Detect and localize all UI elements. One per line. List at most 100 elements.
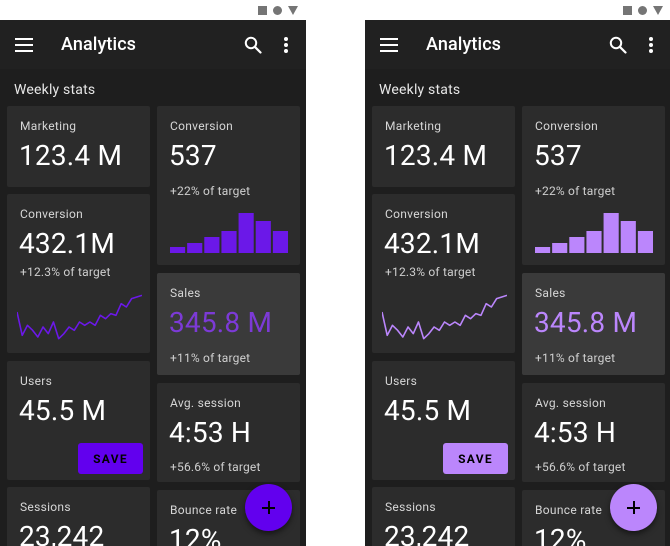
chart-bar	[603, 213, 619, 253]
plus-icon	[262, 501, 275, 514]
card-subtitle: +56.6% of target	[535, 460, 626, 474]
card-value: 123.4 M	[384, 139, 488, 172]
recents-icon	[258, 5, 267, 15]
back-icon	[288, 5, 298, 15]
card-subtitle: +22% of target	[535, 184, 616, 198]
card-value: 45.5 M	[19, 394, 107, 427]
menu-icon[interactable]	[15, 38, 33, 52]
section-title: Weekly stats	[379, 82, 461, 98]
status-bar	[365, 0, 670, 20]
sparkline-chart	[382, 294, 507, 340]
card-value: 123.4 M	[19, 139, 123, 172]
home-icon	[638, 5, 647, 15]
card-subtitle: +12.3% of target	[385, 265, 476, 279]
card-label: Marketing	[20, 119, 77, 133]
search-icon[interactable]	[244, 36, 262, 54]
card-label: Marketing	[385, 119, 442, 133]
card-users[interactable]: Users 45.5 M SAVE	[7, 361, 150, 480]
chart-bar	[170, 247, 186, 253]
card-marketing[interactable]: Marketing 123.4 M	[7, 106, 150, 187]
add-fab-button[interactable]	[610, 484, 657, 531]
card-label: Users	[385, 374, 418, 388]
chart-bar	[187, 243, 203, 253]
chart-bar	[620, 221, 636, 253]
card-value: 12%	[534, 523, 587, 546]
phone-screen-left: Analytics Weekly stats Marketing 123.4 M…	[0, 0, 306, 546]
card-label: Avg. session	[170, 396, 242, 410]
menu-icon[interactable]	[380, 38, 398, 52]
chart-bar	[238, 213, 254, 253]
card-label: Sales	[535, 286, 566, 300]
more-vert-icon[interactable]	[649, 37, 653, 53]
sparkline-chart	[17, 294, 142, 340]
card-conversion-line[interactable]: Conversion 432.1M +12.3% of target	[7, 194, 150, 353]
chart-line-series	[17, 294, 142, 340]
card-value: 23,242	[384, 520, 470, 546]
chart-bar	[221, 231, 237, 253]
card-conversion-bars[interactable]: Conversion 537 +22% of target	[522, 106, 665, 265]
card-label: Conversion	[535, 119, 599, 133]
card-conversion-line[interactable]: Conversion 432.1M +12.3% of target	[372, 194, 515, 353]
card-users[interactable]: Users 45.5 M SAVE	[372, 361, 515, 480]
card-sales[interactable]: Sales 345.8 M +11% of target	[157, 273, 300, 375]
card-label: Conversion	[20, 207, 84, 221]
card-label: Sales	[170, 286, 201, 300]
card-subtitle: +11% of target	[170, 351, 251, 365]
chart-bar	[204, 237, 220, 253]
section-title: Weekly stats	[14, 82, 96, 98]
chart-bar	[569, 237, 585, 253]
home-icon	[273, 5, 282, 15]
card-avg-session[interactable]: Avg. session 4:53 H +56.6% of target	[522, 383, 665, 482]
save-button[interactable]: SAVE	[443, 443, 508, 474]
app-title: Analytics	[426, 34, 502, 55]
card-subtitle: +12.3% of target	[20, 265, 111, 279]
card-sessions[interactable]: Sessions 23,242	[372, 487, 515, 546]
status-bar	[0, 0, 306, 20]
bar-chart	[535, 213, 653, 253]
card-value: 537	[169, 139, 217, 172]
card-label: Users	[20, 374, 53, 388]
card-value: 345.8 M	[534, 306, 638, 339]
card-value: 23,242	[19, 520, 105, 546]
card-label: Sessions	[20, 500, 71, 514]
card-subtitle: +22% of target	[170, 184, 251, 198]
phone-screen-right: Analytics Weekly stats Marketing 123.4 M…	[365, 0, 670, 546]
card-marketing[interactable]: Marketing 123.4 M	[372, 106, 515, 187]
recents-icon	[623, 5, 632, 15]
card-sessions[interactable]: Sessions 23,242	[7, 487, 150, 546]
app-bar: Analytics	[0, 20, 306, 69]
card-label: Conversion	[170, 119, 234, 133]
card-value: 4:53 H	[169, 416, 252, 449]
chart-bar	[255, 221, 271, 253]
card-label: Avg. session	[535, 396, 607, 410]
card-value: 432.1M	[19, 227, 115, 260]
chart-bar	[535, 247, 551, 253]
app-title: Analytics	[61, 34, 137, 55]
card-subtitle: +11% of target	[535, 351, 616, 365]
more-vert-icon[interactable]	[284, 37, 288, 53]
card-label: Conversion	[385, 207, 449, 221]
card-conversion-bars[interactable]: Conversion 537 +22% of target	[157, 106, 300, 265]
back-icon	[653, 5, 663, 15]
add-fab-button[interactable]	[245, 484, 292, 531]
card-label: Bounce rate	[535, 503, 603, 517]
plus-icon	[627, 501, 640, 514]
card-label: Bounce rate	[170, 503, 238, 517]
search-icon[interactable]	[609, 36, 627, 54]
save-button[interactable]: SAVE	[78, 443, 143, 474]
chart-bar	[552, 243, 568, 253]
card-value: 537	[534, 139, 582, 172]
card-label: Sessions	[385, 500, 436, 514]
chart-bar	[637, 231, 653, 253]
chart-line-series	[382, 294, 507, 340]
card-subtitle: +56.6% of target	[170, 460, 261, 474]
card-avg-session[interactable]: Avg. session 4:53 H +56.6% of target	[157, 383, 300, 482]
card-value: 12%	[169, 523, 222, 546]
bar-chart	[170, 213, 288, 253]
card-value: 4:53 H	[534, 416, 617, 449]
app-bar: Analytics	[365, 20, 670, 69]
card-sales[interactable]: Sales 345.8 M +11% of target	[522, 273, 665, 375]
card-value: 345.8 M	[169, 306, 273, 339]
chart-bar	[272, 231, 288, 253]
chart-bar	[586, 231, 602, 253]
